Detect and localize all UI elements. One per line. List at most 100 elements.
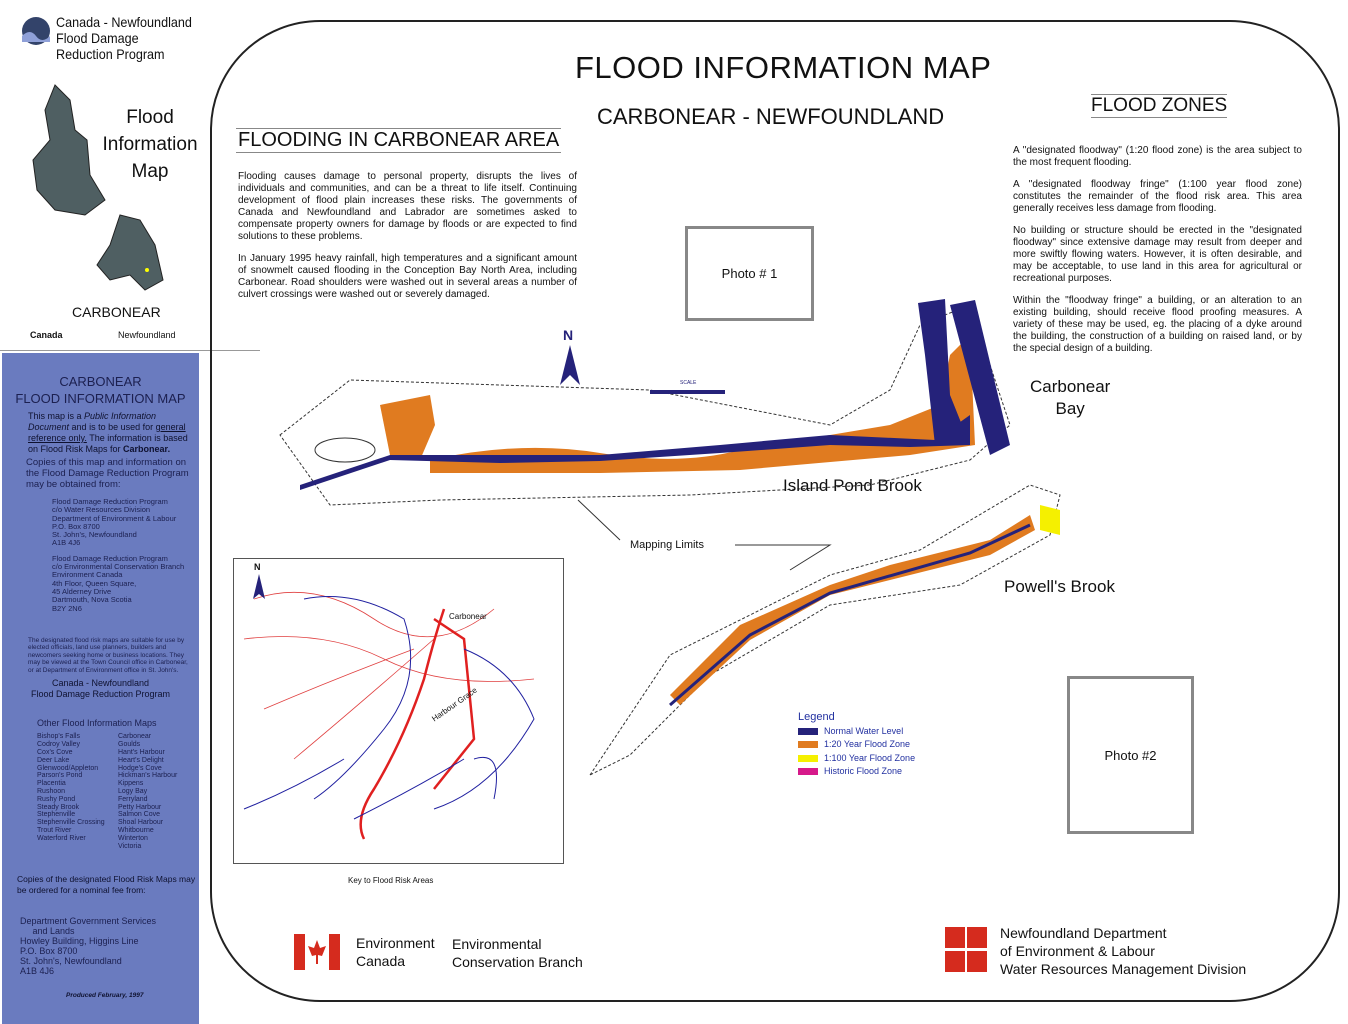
map-list-item: Hickman's Harbour xyxy=(118,772,178,780)
map-list-item: Kippens xyxy=(118,780,144,788)
address-line: A1B 4J6 xyxy=(20,966,55,977)
island-pond-brook-label: Island Pond Brook xyxy=(783,476,922,495)
north-arrow-icon xyxy=(253,574,265,599)
poster-frame xyxy=(210,20,1340,1002)
legend-swatch xyxy=(798,727,818,735)
canada-wordmark: Canada xyxy=(30,330,63,340)
address-line: Flood Damage Reduction Program xyxy=(52,497,168,506)
map-list-item: Rushoon xyxy=(37,787,66,795)
address-line: Department Government Services xyxy=(20,916,157,927)
conservation-branch-label: Environmental Conservation Branch xyxy=(452,936,583,970)
legend-item: Normal Water Level xyxy=(798,725,915,739)
key-map-drawing xyxy=(243,574,535,840)
address-line: c/o Environmental Conservation Branch xyxy=(52,562,185,572)
panel-intro: This map is a Public Information Documen… xyxy=(28,411,198,455)
key-carbonear-label: Carbonear xyxy=(449,612,487,621)
flooding-paragraph-1: Flooding causes damage to personal prope… xyxy=(238,171,577,242)
program-title: Canada - Newfoundland Flood Damage Reduc… xyxy=(30,678,171,700)
address-line: Environment Canada xyxy=(52,570,123,580)
legend-swatch xyxy=(798,754,818,762)
map-list-item: Stephenville Crossing xyxy=(37,819,105,827)
address-line: B2Y 2N6 xyxy=(52,603,82,613)
island-pond-brook-map xyxy=(279,299,1011,506)
map-list-item: Waterford River xyxy=(37,834,86,842)
map-list-item: Parson's Pond xyxy=(37,772,83,780)
map-list-item: Rushy Pond xyxy=(37,795,76,803)
map-list-item: Codroy Valley xyxy=(37,741,81,749)
map-list-item: Cox's Cove xyxy=(37,748,73,756)
powells-brook-map xyxy=(588,484,1061,777)
map-list-item: Salmon Cove xyxy=(118,811,161,819)
map-list-item: Ferryland xyxy=(118,795,148,803)
key-map xyxy=(233,558,564,864)
map-list-item: Petty Harbour xyxy=(118,803,162,811)
map-list-item: Placentia xyxy=(37,780,66,788)
address-line: c/o Water Resources Division xyxy=(52,505,151,515)
zones-paragraph-4: Within the "floodway fringe" a building,… xyxy=(1013,295,1302,354)
photo-2-placeholder: Photo #2 xyxy=(1067,676,1194,834)
map-list-item: Glenwood/Appleton xyxy=(37,764,99,772)
newfoundland-wordmark: Newfoundland xyxy=(118,330,176,340)
map-list-item: Goulds xyxy=(118,741,141,749)
map-list-item: Trout River xyxy=(37,826,72,834)
north-arrow-icon xyxy=(560,345,580,385)
legend-title: Legend xyxy=(798,711,835,723)
address-line: P.O. Box 8700 xyxy=(52,521,100,531)
other-maps-col1: Bishop's Falls Codroy Valley Cox's Cove Dee… xyxy=(37,733,118,850)
address-3: Department Government Services and Lands… xyxy=(20,906,199,976)
zones-paragraph-1: A "designated floodway" (1:20 flood zone… xyxy=(1013,145,1302,168)
info-panel: CARBONEAR FLOOD INFORMATION MAP This map … xyxy=(2,353,199,1024)
program-logo-icon xyxy=(22,17,50,45)
address-1: Flood Damage Reduction Program c/o Water … xyxy=(52,497,199,548)
other-maps-col2: Carbonear Goulds Hant's Harbour Heart's Del… xyxy=(118,733,177,850)
flooding-text: Flooding causes damage to personal prope… xyxy=(238,171,577,301)
legend-label: 1:100 Year Flood Zone xyxy=(824,752,916,763)
legend: Legend Normal Water Level 1:20 Year Floo… xyxy=(798,711,915,779)
map-list-item: Victoria xyxy=(118,842,142,850)
intro-text: The information is based on Flood Risk M… xyxy=(28,433,188,454)
side-title: Flood Information Map xyxy=(100,104,200,185)
map-list-item: Shoal Harbour xyxy=(118,819,164,827)
flood-map xyxy=(279,299,1061,777)
other-maps-title: Other Flood Information Maps xyxy=(37,718,157,729)
address-line: and Lands xyxy=(20,926,75,937)
map-list-item: Whitbourne xyxy=(118,826,154,834)
flood-zones-heading: FLOOD ZONES xyxy=(1091,94,1228,118)
mapping-limits-label: Mapping Limits xyxy=(630,539,704,551)
map-list-item: Hodge's Cove xyxy=(118,764,162,772)
photo-1-placeholder: Photo # 1 xyxy=(685,226,814,321)
intro-text: This map is a xyxy=(28,411,85,421)
newfoundland-coat-of-arms-icon xyxy=(944,926,988,974)
intro-text: and is to be used for xyxy=(71,422,156,432)
produced-date: Produced February, 1997 xyxy=(66,992,144,1000)
intro-underline: general reference only. xyxy=(28,422,186,443)
panel-title: CARBONEAR FLOOD INFORMATION MAP xyxy=(2,373,199,407)
mapping-limits-pointer xyxy=(577,499,832,571)
map-list-item: Heart's Delight xyxy=(118,756,164,764)
copies-text: Copies of this map and information on th… xyxy=(26,457,189,490)
powells-brook-label: Powell's Brook xyxy=(1004,577,1115,596)
nl-department-label: Newfoundland Department of Environment &… xyxy=(1000,925,1247,977)
key-north-label: N xyxy=(254,562,261,572)
program-name: Canada - Newfoundland Flood Damage Reduc… xyxy=(56,14,192,62)
legend-swatch xyxy=(798,768,818,776)
intro-italic: Public Information Document xyxy=(28,411,157,432)
map-list-item: Hant's Harbour xyxy=(118,748,165,756)
zones-paragraph-3: No building or structure should be erect… xyxy=(1013,225,1302,284)
address-line: 4th Floor, Queen Square, xyxy=(52,578,137,588)
legend-swatch xyxy=(798,741,818,749)
legend-item: 1:100 Year Flood Zone xyxy=(798,752,915,766)
map-list-item: Steady Brook xyxy=(37,803,80,811)
address-line: St. John's, Newfoundland xyxy=(52,530,137,540)
flooding-heading: FLOODING IN CARBONEAR AREA xyxy=(236,128,562,153)
address-line: P.O. Box 8700 xyxy=(20,946,78,957)
scale-bar xyxy=(650,390,725,394)
panel-title-line: FLOOD INFORMATION MAP xyxy=(15,391,186,406)
zones-paragraph-2: A "designated floodway fringe" (1:100 ye… xyxy=(1013,179,1302,214)
environment-canada-label: Environment Canada xyxy=(356,935,435,969)
map-list-item: Deer Lake xyxy=(37,756,70,764)
map-list-item: Stephenville xyxy=(37,811,76,819)
address-line: Dartmouth, Nova Scotia xyxy=(52,595,132,605)
divider xyxy=(0,350,260,351)
side-title-line: Information xyxy=(102,134,198,155)
